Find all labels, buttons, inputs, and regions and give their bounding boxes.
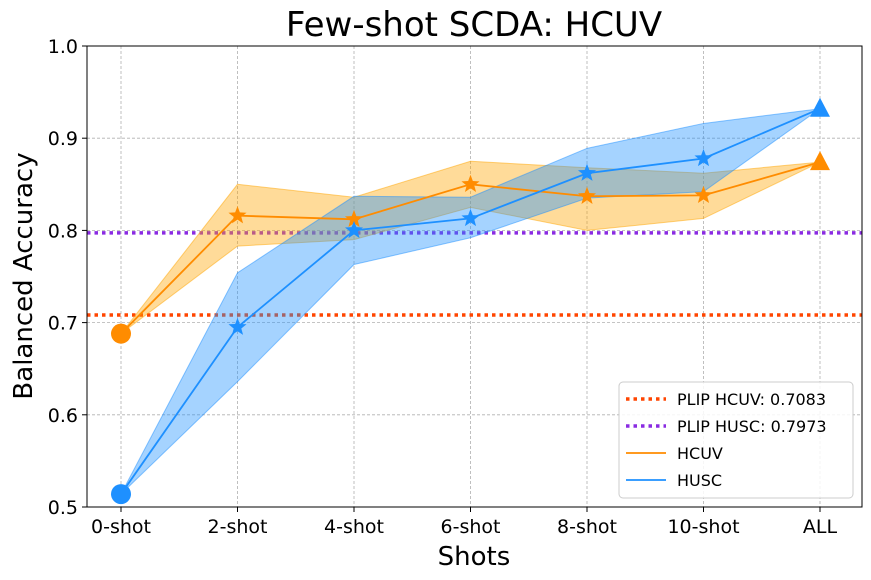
- data-point: [461, 208, 480, 227]
- data-point: [694, 148, 713, 167]
- legend-box: [618, 381, 854, 499]
- x-tick-label: ALL: [803, 516, 838, 538]
- y-tick-label: 0.8: [48, 220, 78, 242]
- x-tick-label: 0-shot: [91, 516, 151, 538]
- data-point: [461, 174, 480, 192]
- legend-label: HUSC: [677, 471, 722, 490]
- legend-label: PLIP HUSC: 0.7973: [677, 417, 827, 436]
- legend-label: HCUV: [677, 444, 723, 463]
- data-point: [344, 209, 364, 228]
- y-tick-label: 0.6: [48, 405, 78, 427]
- data-point: [577, 186, 597, 204]
- y-tick-label: 0.7: [48, 313, 78, 335]
- legend: PLIP HCUV: 0.7083 PLIP HUSC: 0.7973 HCUV HU…: [618, 381, 854, 499]
- y-tick-label: 0.5: [48, 497, 78, 519]
- x-tick-label: 2-shot: [208, 516, 268, 538]
- plot-frame: [86, 45, 863, 508]
- data-point: [810, 97, 830, 117]
- data-point: [228, 206, 247, 224]
- data-point: [577, 163, 597, 181]
- reference-lines: [87, 231, 862, 317]
- y-tick-label: 1.0: [48, 36, 78, 58]
- data-point: [694, 185, 713, 204]
- y-tick-label: 0.9: [48, 128, 78, 150]
- x-tick-label: 4-shot: [324, 516, 384, 538]
- y-axis-title: Balanced Accuracy: [9, 152, 39, 399]
- data-point: [344, 220, 364, 239]
- x-tick-label: 8-shot: [557, 516, 617, 538]
- legend-label: PLIP HCUV: 0.7083: [677, 390, 826, 409]
- data-point: [810, 151, 830, 171]
- data-point: [111, 323, 131, 344]
- series-markers: [111, 97, 830, 505]
- chart-title: Few-shot SCDA: HCUV: [286, 5, 662, 45]
- axis-ticks: 0-shot 2-shot 4-shot 6-shot 8-shot 10-shot ALL…: [48, 36, 838, 538]
- x-tick-label: 10-shot: [667, 516, 739, 538]
- x-axis-title: Shots: [438, 542, 511, 572]
- data-point: [111, 484, 131, 505]
- x-tick-label: 6-shot: [441, 516, 501, 538]
- data-point: [228, 317, 247, 335]
